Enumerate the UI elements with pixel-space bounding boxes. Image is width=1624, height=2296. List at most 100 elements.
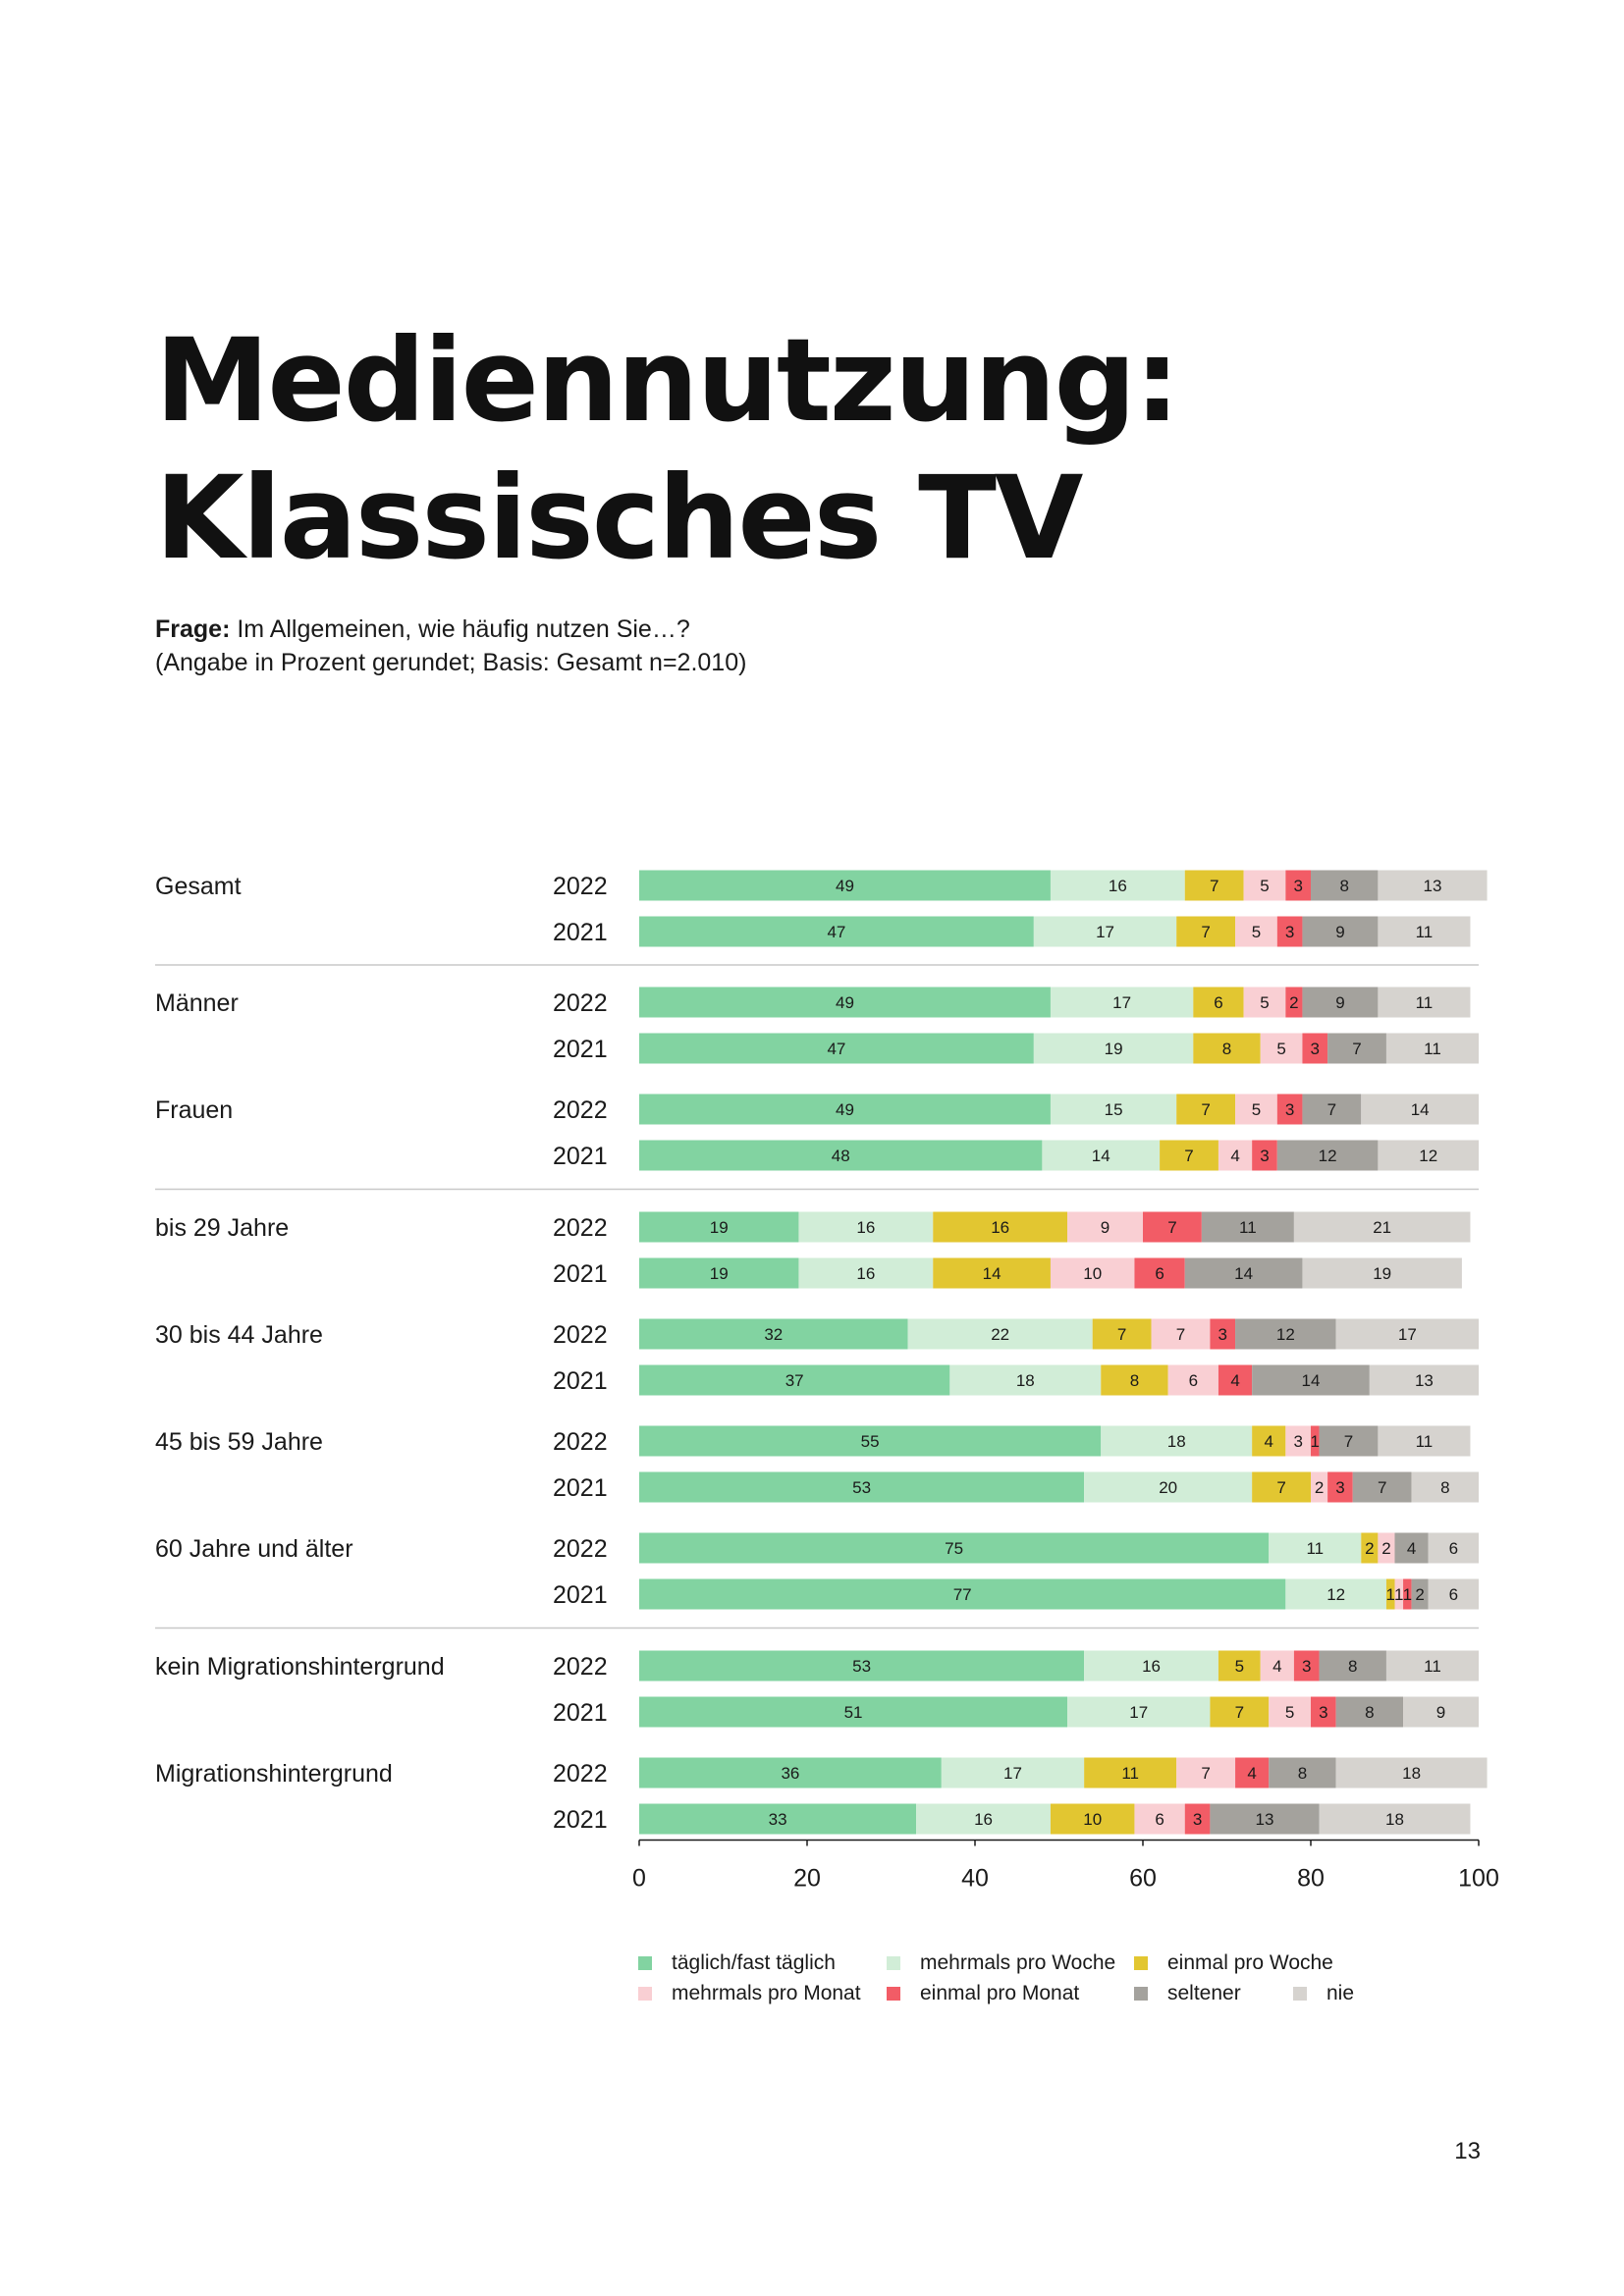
year-label: 2021 bbox=[553, 1474, 608, 1502]
bar-value-label: 2 bbox=[1289, 993, 1298, 1012]
question-note: (Angabe in Prozent gerundet; Basis: Gesa… bbox=[155, 649, 747, 676]
bar-value-label: 11 bbox=[1424, 1657, 1441, 1676]
bar-value-label: 11 bbox=[1239, 1218, 1257, 1237]
bar-value-label: 9 bbox=[1101, 1218, 1110, 1237]
legend-item-einmal-pro-woche: einmal pro Woche bbox=[1134, 1951, 1333, 1975]
bar-segment bbox=[1243, 870, 1286, 901]
bar-value-label: 16 bbox=[974, 1810, 993, 1829]
bar-segment bbox=[1293, 1211, 1471, 1243]
bar-value-label: 33 bbox=[769, 1810, 787, 1829]
bar-segment bbox=[1084, 1757, 1177, 1789]
legend-item-einmal-pro-monat: einmal pro Monat bbox=[887, 1982, 1079, 2005]
year-label: 2021 bbox=[553, 1036, 608, 1063]
bar-value-label: 8 bbox=[1440, 1478, 1449, 1497]
legend-swatch bbox=[887, 1987, 900, 2001]
bar-segment bbox=[639, 916, 1034, 947]
year-label: 2022 bbox=[553, 1214, 608, 1242]
bar-value-label: 6 bbox=[1214, 993, 1222, 1012]
bar-value-label: 11 bbox=[1416, 923, 1434, 941]
bar-segment bbox=[1050, 1803, 1135, 1835]
legend-label: einmal pro Monat bbox=[920, 1982, 1080, 2004]
bar-segment bbox=[1201, 1211, 1294, 1243]
bar-segment bbox=[1411, 1578, 1429, 1610]
bar-segment bbox=[1050, 1257, 1135, 1289]
bar-value-label: 2 bbox=[1415, 1585, 1424, 1604]
year-label: 2021 bbox=[553, 1699, 608, 1727]
bar-segment bbox=[1394, 1578, 1404, 1610]
bar-segment bbox=[1269, 1532, 1362, 1564]
bar-segment bbox=[639, 1803, 917, 1835]
bar-segment bbox=[1050, 1094, 1177, 1125]
bar-segment bbox=[933, 1211, 1068, 1243]
bar-value-label: 16 bbox=[856, 1264, 875, 1283]
bar-segment bbox=[1252, 1140, 1277, 1171]
bar-segment bbox=[1428, 1532, 1479, 1564]
bar-value-label: 12 bbox=[1276, 1325, 1295, 1344]
bar-value-label: 3 bbox=[1302, 1657, 1311, 1676]
bar-segment bbox=[933, 1257, 1051, 1289]
bar-segment bbox=[1184, 1257, 1303, 1289]
bar-segment bbox=[1193, 1033, 1261, 1064]
year-label: 2022 bbox=[553, 1096, 608, 1124]
legend-item-seltener: seltener bbox=[1134, 1982, 1241, 2005]
bar-segment bbox=[1378, 870, 1488, 901]
legend-item-nie: nie bbox=[1293, 1982, 1354, 2005]
bar-value-label: 17 bbox=[1003, 1764, 1022, 1783]
legend-label: nie bbox=[1326, 1982, 1355, 2004]
bar-segment bbox=[1302, 1257, 1462, 1289]
bar-value-label: 14 bbox=[1092, 1147, 1110, 1165]
group-label: Migrationshintergrund bbox=[155, 1760, 393, 1788]
bar-value-label: 18 bbox=[1385, 1810, 1404, 1829]
bar-value-label: 3 bbox=[1311, 1040, 1320, 1058]
bar-value-label: 4 bbox=[1407, 1539, 1416, 1558]
bar-value-label: 2 bbox=[1381, 1539, 1390, 1558]
bar-segment bbox=[1260, 1650, 1294, 1682]
group-label: kein Migrationshintergrund bbox=[155, 1653, 445, 1681]
bar-value-label: 47 bbox=[827, 1040, 845, 1058]
bar-segment bbox=[1218, 1140, 1253, 1171]
legend-label: seltener bbox=[1167, 1982, 1241, 2004]
bar-segment bbox=[1276, 1094, 1303, 1125]
bar-segment bbox=[1327, 1471, 1353, 1503]
bar-value-label: 1 bbox=[1311, 1432, 1320, 1451]
bar-segment bbox=[639, 1696, 1068, 1728]
bar-value-label: 4 bbox=[1265, 1432, 1273, 1451]
bar-value-label: 7 bbox=[1167, 1218, 1176, 1237]
year-label: 2022 bbox=[553, 1760, 608, 1788]
bar-value-label: 11 bbox=[1424, 1040, 1441, 1058]
bar-value-label: 17 bbox=[1096, 923, 1114, 941]
bar-value-label: 14 bbox=[983, 1264, 1001, 1283]
bar-value-label: 18 bbox=[1016, 1371, 1035, 1390]
bar-value-label: 17 bbox=[1129, 1703, 1148, 1722]
bar-segment bbox=[1167, 1364, 1218, 1396]
bar-segment bbox=[1210, 1696, 1270, 1728]
bar-value-label: 6 bbox=[1189, 1371, 1198, 1390]
bar-value-label: 4 bbox=[1247, 1764, 1256, 1783]
bar-segment bbox=[1033, 916, 1177, 947]
bar-value-label: 7 bbox=[1327, 1100, 1336, 1119]
bar-value-label: 7 bbox=[1344, 1432, 1353, 1451]
bar-segment bbox=[1235, 1318, 1336, 1350]
bar-value-label: 7 bbox=[1276, 1478, 1285, 1497]
group-label: 45 bis 59 Jahre bbox=[155, 1428, 323, 1456]
bar-segment bbox=[1378, 916, 1471, 947]
bar-value-label: 49 bbox=[836, 877, 854, 895]
bar-segment bbox=[1327, 1033, 1386, 1064]
bar-value-label: 8 bbox=[1222, 1040, 1231, 1058]
bar-value-label: 19 bbox=[710, 1218, 729, 1237]
bar-segment bbox=[1385, 1650, 1479, 1682]
bar-value-label: 18 bbox=[1167, 1432, 1186, 1451]
bar-value-label: 16 bbox=[1109, 877, 1127, 895]
bar-segment bbox=[1218, 1364, 1253, 1396]
question-text: Frage: Im Allgemeinen, wie häufig nutzen… bbox=[155, 613, 746, 679]
bar-segment bbox=[907, 1318, 1093, 1350]
bar-segment bbox=[1276, 1140, 1379, 1171]
bar-value-label: 12 bbox=[1419, 1147, 1437, 1165]
bar-segment bbox=[1335, 1757, 1488, 1789]
bar-value-label: 18 bbox=[1402, 1764, 1421, 1783]
bar-value-label: 37 bbox=[785, 1371, 804, 1390]
bar-segment bbox=[1378, 1140, 1479, 1171]
bar-value-label: 13 bbox=[1415, 1371, 1434, 1390]
year-label: 2022 bbox=[553, 1653, 608, 1681]
legend-item-mehrmals-pro-woche: mehrmals pro Woche bbox=[887, 1951, 1115, 1975]
